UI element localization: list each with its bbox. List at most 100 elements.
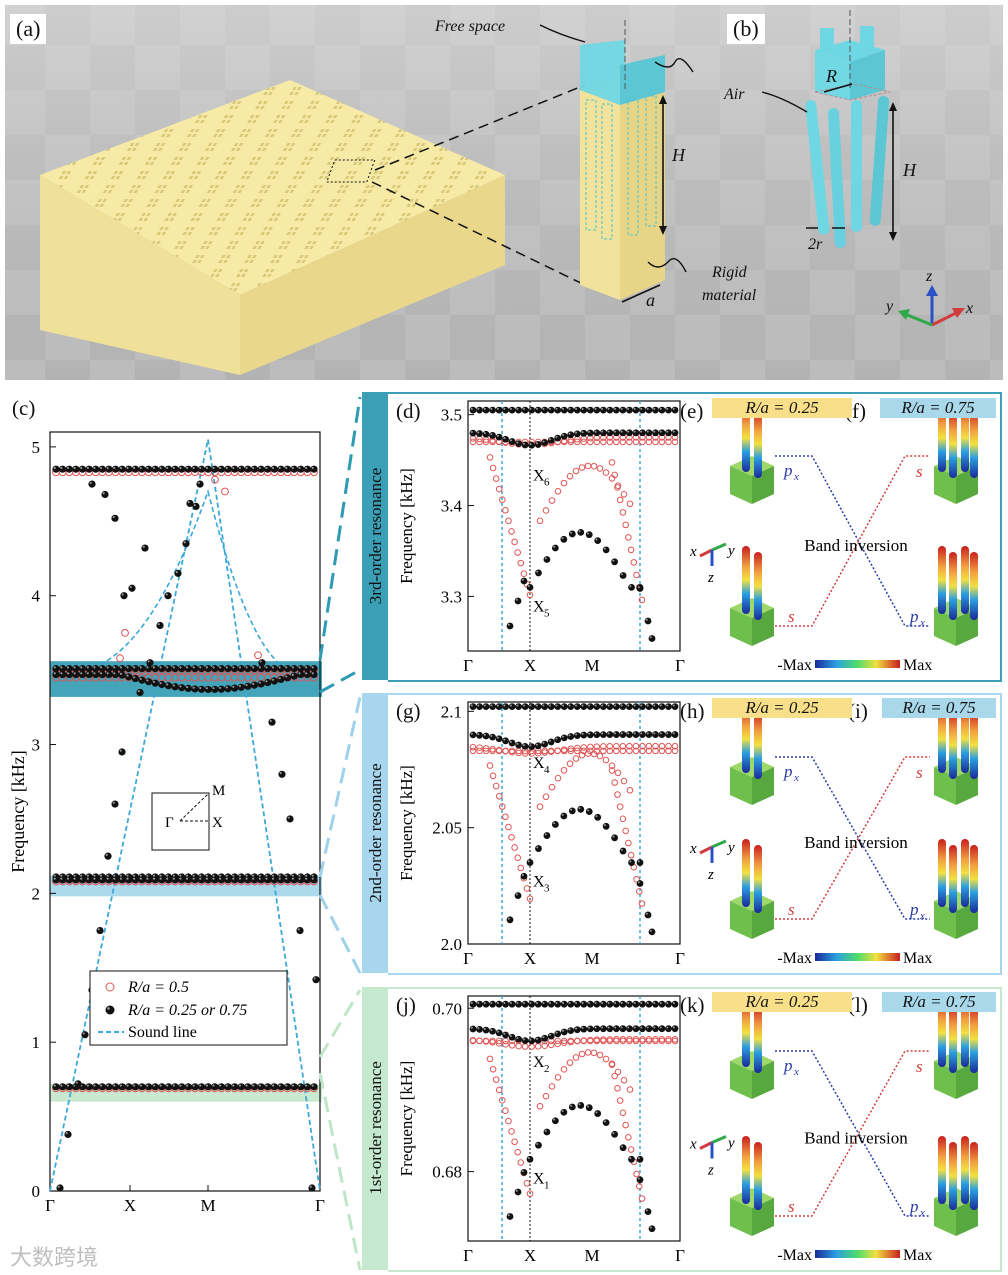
black-marker [577, 528, 585, 536]
marker-highlight [646, 704, 649, 707]
panel-label-h: (h) [680, 699, 705, 723]
red-marker [572, 467, 580, 475]
black-marker [506, 1213, 514, 1220]
black-marker [308, 1184, 316, 1192]
axis-y-text: y [726, 1136, 735, 1152]
rod [970, 1005, 978, 1073]
marker-highlight [620, 573, 623, 576]
red-marker [566, 1059, 574, 1066]
marker-highlight [659, 407, 662, 410]
marker-highlight [601, 732, 604, 735]
black-marker [257, 680, 265, 688]
black-marker [52, 670, 60, 679]
marker-highlight [614, 1026, 617, 1029]
black-marker [310, 876, 318, 884]
red-marker [602, 756, 610, 764]
marker-highlight [568, 407, 571, 410]
black-marker [508, 438, 516, 445]
red-marker [482, 745, 490, 752]
marker-highlight [225, 874, 228, 877]
black-marker [482, 430, 490, 438]
black-marker [502, 737, 509, 745]
black-marker [652, 406, 659, 414]
marker-highlight [297, 928, 300, 931]
marker-highlight [578, 807, 581, 810]
black-marker [599, 429, 607, 437]
marker-highlight [119, 666, 122, 669]
marker-highlight [187, 501, 190, 504]
red-marker [517, 1159, 525, 1166]
marker-highlight [60, 874, 63, 877]
marker-highlight [535, 442, 538, 445]
marker-highlight [483, 704, 486, 707]
black-marker [632, 406, 640, 414]
radius-label: R [826, 66, 837, 86]
marker-highlight [146, 1084, 149, 1087]
black-marker [290, 876, 298, 884]
marker-highlight [57, 1185, 60, 1188]
black-marker [78, 670, 87, 679]
red-marker [619, 742, 627, 750]
marker-highlight [490, 1029, 493, 1032]
red-marker [635, 1182, 643, 1190]
marker-highlight [199, 874, 202, 877]
marker-highlight [562, 704, 565, 707]
x-tick-label: M [584, 1246, 599, 1265]
red-marker [671, 747, 679, 755]
marker-highlight [614, 704, 617, 707]
px-sub-right: x [919, 617, 925, 629]
marker-highlight [265, 466, 268, 470]
black-marker [652, 703, 659, 711]
marker-highlight [640, 1026, 643, 1029]
black-marker [602, 1119, 610, 1127]
marker-highlight [483, 1027, 486, 1030]
marker-highlight [561, 537, 564, 540]
black-marker [520, 872, 528, 880]
black-marker [551, 544, 559, 552]
red-marker [627, 1146, 635, 1153]
marker-highlight [66, 672, 70, 675]
black-marker [611, 1130, 619, 1138]
sidebar-label-2nd: 2nd-order resonance [366, 763, 385, 903]
px-sub-left: x [793, 1066, 799, 1078]
plot-frame [49, 431, 321, 1192]
black-marker [547, 406, 555, 414]
red-marker [652, 438, 659, 446]
black-marker [111, 800, 119, 808]
red-marker [608, 1060, 616, 1068]
y-axis-label: Frequency [kHz] [397, 765, 416, 881]
marker-highlight [521, 874, 524, 877]
black-marker [72, 876, 80, 884]
marker-highlight [53, 874, 56, 877]
black-marker [118, 748, 126, 756]
marker-highlight [53, 672, 56, 675]
red-marker [508, 528, 515, 535]
black-marker [270, 1083, 278, 1091]
red-marker [645, 438, 653, 446]
marker-highlight [659, 430, 662, 433]
marker-highlight [612, 559, 615, 562]
black-marker [639, 1025, 646, 1033]
black-marker [514, 1188, 522, 1196]
black-marker [506, 916, 514, 924]
marker-highlight [53, 466, 56, 470]
black-marker [652, 1000, 659, 1008]
red-marker [526, 895, 534, 902]
black-marker [541, 1000, 549, 1008]
black-marker [593, 731, 601, 739]
black-marker [118, 671, 126, 679]
cell-left [730, 901, 752, 939]
black-marker [171, 876, 179, 884]
black-marker [648, 635, 656, 642]
marker-highlight [219, 1084, 222, 1087]
marker-highlight [112, 801, 115, 804]
marker-highlight [305, 877, 308, 880]
axis-y-label: y [886, 298, 894, 315]
black-marker [469, 429, 477, 437]
black-marker [250, 465, 259, 473]
red-marker [625, 839, 632, 847]
y-tick-label: 1 [32, 1033, 41, 1052]
black-marker [59, 876, 67, 884]
marker-highlight [555, 407, 558, 410]
